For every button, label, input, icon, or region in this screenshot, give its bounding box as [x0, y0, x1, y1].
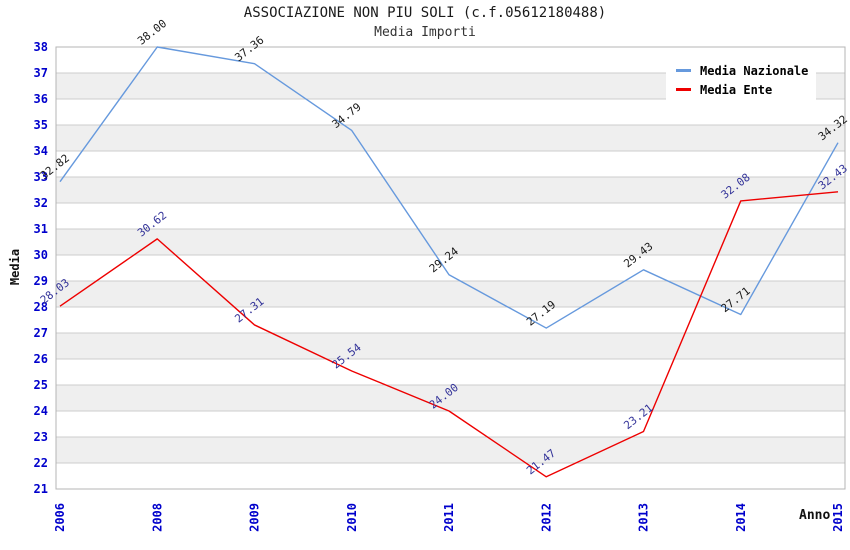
y-tick-label: 21 — [34, 482, 48, 496]
y-tick-label: 30 — [34, 248, 48, 262]
legend-label-media-nazionale: Media Nazionale — [700, 63, 809, 78]
x-tick-label: 2013 — [637, 503, 651, 532]
chart-title: ASSOCIAZIONE NON PIU SOLI (c.f.056121804… — [243, 5, 607, 21]
y-tick-label: 24 — [34, 404, 48, 418]
y-tick-label: 29 — [34, 274, 48, 288]
y-tick-label: 33 — [34, 170, 48, 184]
legend-label-media-ente: Media Ente — [700, 82, 773, 97]
data-label: 38.00 — [135, 17, 169, 48]
legend-swatch-media-ente — [676, 88, 691, 91]
legend-item-media-ente: Media Ente — [676, 80, 816, 99]
grid-band — [56, 229, 845, 255]
x-tick-label: 2008 — [150, 503, 164, 532]
y-tick-label: 23 — [34, 430, 48, 444]
data-label: 37.36 — [232, 34, 266, 65]
x-tick-label: 2009 — [248, 503, 262, 532]
y-tick-label: 37 — [34, 66, 48, 80]
x-tick-label: 2012 — [539, 503, 553, 532]
grid-band — [56, 333, 845, 359]
grid-band — [56, 177, 845, 203]
x-tick-label: 2011 — [442, 503, 456, 532]
y-tick-label: 27 — [34, 326, 48, 340]
x-tick-label: 2006 — [53, 503, 67, 532]
x-tick-label: 2015 — [831, 503, 845, 532]
chart-subtitle: Media Importi — [374, 25, 476, 40]
y-tick-label: 38 — [34, 40, 48, 54]
y-tick-label: 26 — [34, 352, 48, 366]
y-tick-label: 25 — [34, 378, 48, 392]
grid-band — [56, 385, 845, 411]
x-axis-title: Anno — [799, 508, 831, 523]
grid-band — [56, 125, 845, 151]
legend: Media Nazionale Media Ente — [666, 55, 816, 103]
x-tick-label: 2010 — [345, 503, 359, 532]
y-tick-label: 35 — [34, 118, 48, 132]
plot-border — [55, 46, 846, 490]
series-line-media-ente — [59, 191, 839, 478]
y-tick-label: 34 — [34, 144, 48, 158]
legend-item-media-nazionale: Media Nazionale — [676, 61, 816, 80]
series-line-media-nazionale — [59, 46, 839, 329]
y-tick-label: 28 — [34, 300, 48, 314]
y-tick-label: 36 — [34, 92, 48, 106]
grid-band — [56, 437, 845, 463]
y-tick-label: 31 — [34, 222, 48, 236]
y-tick-label: 32 — [34, 196, 48, 210]
y-tick-label: 22 — [34, 456, 48, 470]
legend-swatch-media-nazionale — [676, 69, 691, 72]
x-tick-label: 2014 — [734, 503, 748, 532]
